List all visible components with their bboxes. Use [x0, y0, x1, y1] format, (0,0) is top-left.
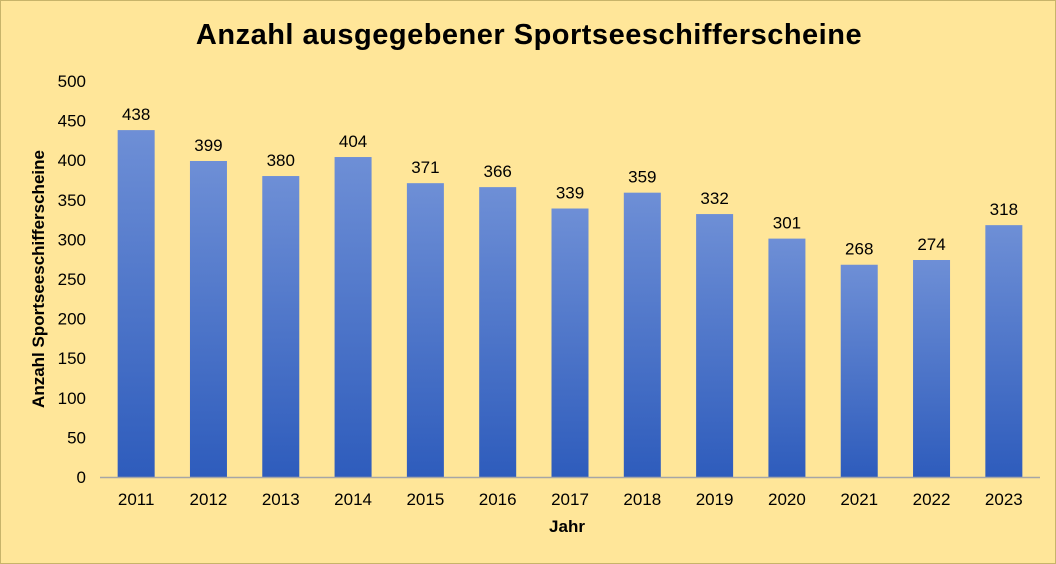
bar: [623, 192, 661, 477]
x-tick-label: 2018: [623, 490, 661, 509]
bar: [840, 264, 878, 477]
x-tick-label: 2015: [406, 490, 444, 509]
y-tick-label: 300: [58, 230, 86, 249]
data-label: 380: [267, 151, 295, 170]
data-label: 274: [917, 235, 945, 254]
bar-series: [117, 130, 1023, 478]
data-labels: 438 399 380 404 371 366 339 359 332 301 268 274 318: [122, 105, 1018, 259]
bar: [189, 160, 227, 477]
data-label: 359: [628, 168, 656, 187]
bar: [479, 187, 517, 478]
y-axis: 0 50 100 150 200 250 300 350 400 450 500: [58, 72, 86, 487]
bar: [334, 157, 372, 478]
y-tick-label: 450: [58, 112, 86, 131]
y-tick-label: 350: [58, 191, 86, 210]
x-tick-label: 2019: [696, 490, 734, 509]
x-tick-label: 2020: [768, 490, 806, 509]
y-tick-label: 50: [67, 428, 86, 447]
x-tick-label: 2011: [118, 490, 155, 509]
y-tick-label: 150: [58, 349, 86, 368]
chart-title: Anzahl ausgegebener Sportseeschiffersche…: [195, 19, 863, 51]
x-tick-label: 2013: [262, 490, 300, 509]
bar: [696, 214, 734, 477]
bar: [117, 130, 155, 477]
data-label: 438: [122, 105, 150, 124]
data-label: 366: [484, 162, 512, 181]
y-tick-label: 200: [58, 310, 86, 329]
y-tick-label: 400: [58, 151, 86, 170]
x-axis: 2011 2012 2013 2014 2015 2016 2017 2018 2019 2020…: [100, 476, 1040, 509]
x-tick-label: 2021: [840, 490, 878, 509]
data-label: 332: [700, 189, 728, 208]
bar: [262, 176, 300, 478]
x-tick-label: 2014: [334, 490, 372, 509]
data-label: 268: [845, 240, 873, 259]
bar: [551, 208, 589, 477]
bar: [406, 183, 444, 477]
x-tick-label: 2016: [479, 490, 517, 509]
y-tick-label: 100: [58, 389, 86, 408]
x-tick-label: 2012: [190, 490, 228, 509]
data-label: 371: [411, 158, 439, 177]
x-axis-title: Jahr: [549, 517, 585, 536]
x-tick-label: 2023: [985, 490, 1023, 509]
data-label: 404: [339, 132, 367, 151]
y-tick-label: 500: [58, 72, 86, 91]
bar: [913, 259, 951, 477]
x-tick-label: 2022: [913, 490, 951, 509]
data-label: 339: [556, 184, 584, 203]
bar: [768, 238, 806, 477]
bar: [985, 225, 1023, 477]
y-tick-label: 0: [77, 468, 86, 487]
y-axis-title: Anzahl Sportseeschifferscheine: [29, 150, 48, 408]
data-label: 318: [990, 200, 1018, 219]
y-tick-label: 250: [58, 270, 86, 289]
data-label: 399: [194, 136, 222, 155]
data-label: 301: [773, 214, 801, 233]
x-tick-label: 2017: [551, 490, 589, 509]
